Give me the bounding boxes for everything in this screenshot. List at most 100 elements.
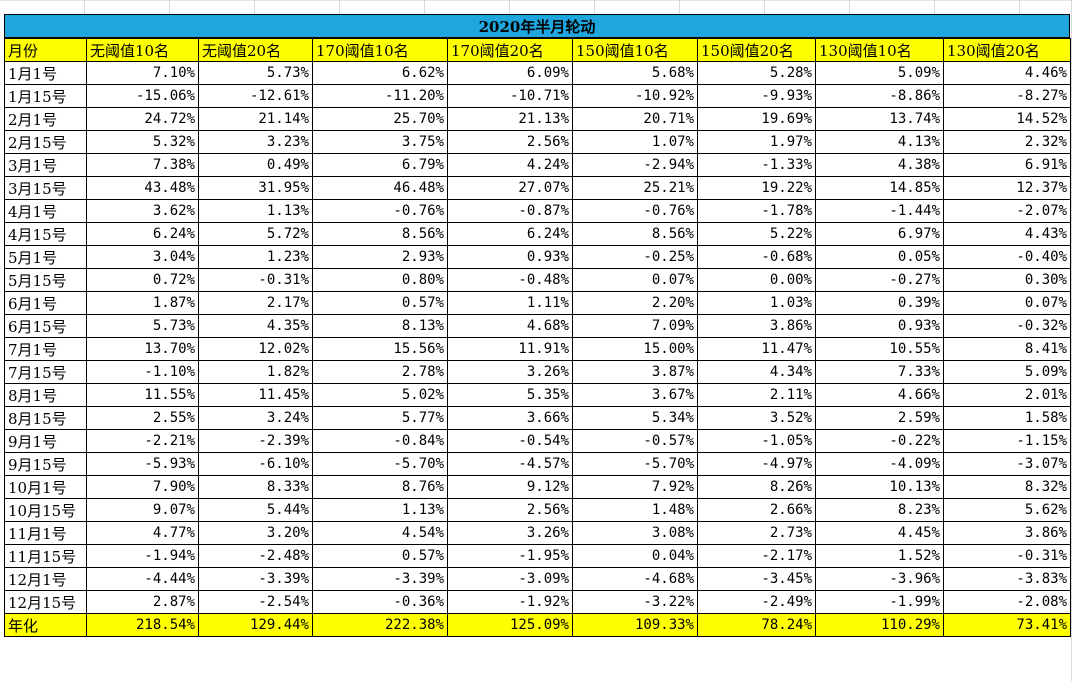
value-cell[interactable]: -4.09%: [815, 452, 944, 476]
value-cell[interactable]: 78.24%: [697, 613, 816, 637]
value-cell[interactable]: 1.48%: [572, 498, 698, 522]
value-cell[interactable]: 0.39%: [815, 291, 944, 315]
value-cell[interactable]: 6.62%: [312, 61, 448, 85]
value-cell[interactable]: 3.52%: [697, 406, 816, 430]
value-cell[interactable]: 3.62%: [86, 199, 199, 223]
value-cell[interactable]: 3.20%: [198, 521, 313, 545]
value-cell[interactable]: -15.06%: [86, 84, 199, 108]
value-cell[interactable]: -2.17%: [697, 544, 816, 568]
value-cell[interactable]: 1.13%: [198, 199, 313, 223]
value-cell[interactable]: 129.44%: [198, 613, 313, 637]
value-cell[interactable]: -11.20%: [312, 84, 448, 108]
value-cell[interactable]: 8.41%: [943, 337, 1071, 361]
value-cell[interactable]: 0.80%: [312, 268, 448, 292]
value-cell[interactable]: 0.07%: [572, 268, 698, 292]
value-cell[interactable]: 21.13%: [447, 107, 573, 131]
value-cell[interactable]: 13.74%: [815, 107, 944, 131]
value-cell[interactable]: 4.66%: [815, 383, 944, 407]
value-cell[interactable]: 3.86%: [943, 521, 1071, 545]
value-cell[interactable]: 25.21%: [572, 176, 698, 200]
value-cell[interactable]: 5.77%: [312, 406, 448, 430]
value-cell[interactable]: 218.54%: [86, 613, 199, 637]
row-label-cell[interactable]: 12月1号: [4, 567, 87, 591]
value-cell[interactable]: -0.48%: [447, 268, 573, 292]
value-cell[interactable]: 3.26%: [447, 360, 573, 384]
header-cell[interactable]: 170阈值20名: [447, 38, 573, 62]
sheet-title[interactable]: 2020年半月轮动: [4, 14, 1070, 38]
row-label-cell[interactable]: 11月15号: [4, 544, 87, 568]
value-cell[interactable]: -3.22%: [572, 590, 698, 614]
value-cell[interactable]: 5.72%: [198, 222, 313, 246]
value-cell[interactable]: 4.43%: [943, 222, 1071, 246]
row-label-cell[interactable]: 12月15号: [4, 590, 87, 614]
value-cell[interactable]: 24.72%: [86, 107, 199, 131]
value-cell[interactable]: -5.93%: [86, 452, 199, 476]
value-cell[interactable]: 2.20%: [572, 291, 698, 315]
value-cell[interactable]: 5.28%: [697, 61, 816, 85]
value-cell[interactable]: -6.10%: [198, 452, 313, 476]
value-cell[interactable]: 11.47%: [697, 337, 816, 361]
row-label-cell[interactable]: 3月15号: [4, 176, 87, 200]
value-cell[interactable]: 31.95%: [198, 176, 313, 200]
value-cell[interactable]: -4.44%: [86, 567, 199, 591]
value-cell[interactable]: 0.49%: [198, 153, 313, 177]
value-cell[interactable]: 4.38%: [815, 153, 944, 177]
value-cell[interactable]: 125.09%: [447, 613, 573, 637]
value-cell[interactable]: -0.76%: [572, 199, 698, 223]
value-cell[interactable]: 10.55%: [815, 337, 944, 361]
row-label-cell[interactable]: 5月15号: [4, 268, 87, 292]
value-cell[interactable]: -0.68%: [697, 245, 816, 269]
value-cell[interactable]: 5.09%: [943, 360, 1071, 384]
value-cell[interactable]: -4.57%: [447, 452, 573, 476]
value-cell[interactable]: -1.44%: [815, 199, 944, 223]
value-cell[interactable]: -1.94%: [86, 544, 199, 568]
row-label-cell[interactable]: 10月1号: [4, 475, 87, 499]
value-cell[interactable]: 2.55%: [86, 406, 199, 430]
value-cell[interactable]: 1.07%: [572, 130, 698, 154]
value-cell[interactable]: 4.68%: [447, 314, 573, 338]
value-cell[interactable]: 1.82%: [198, 360, 313, 384]
value-cell[interactable]: 14.52%: [943, 107, 1071, 131]
value-cell[interactable]: 109.33%: [572, 613, 698, 637]
value-cell[interactable]: -0.32%: [943, 314, 1071, 338]
row-label-cell[interactable]: 7月15号: [4, 360, 87, 384]
row-label-cell[interactable]: 9月15号: [4, 452, 87, 476]
header-cell-month[interactable]: 月份: [4, 38, 87, 62]
value-cell[interactable]: 7.92%: [572, 475, 698, 499]
value-cell[interactable]: 3.86%: [697, 314, 816, 338]
value-cell[interactable]: -0.22%: [815, 429, 944, 453]
value-cell[interactable]: 6.79%: [312, 153, 448, 177]
value-cell[interactable]: 2.73%: [697, 521, 816, 545]
row-label-cell[interactable]: 6月15号: [4, 314, 87, 338]
value-cell[interactable]: 8.76%: [312, 475, 448, 499]
row-label-cell[interactable]: 5月1号: [4, 245, 87, 269]
value-cell[interactable]: -2.39%: [198, 429, 313, 453]
value-cell[interactable]: 3.75%: [312, 130, 448, 154]
row-label-cell[interactable]: 3月1号: [4, 153, 87, 177]
value-cell[interactable]: 222.38%: [312, 613, 448, 637]
value-cell[interactable]: 7.33%: [815, 360, 944, 384]
value-cell[interactable]: -0.57%: [572, 429, 698, 453]
value-cell[interactable]: -0.31%: [943, 544, 1071, 568]
value-cell[interactable]: 1.58%: [943, 406, 1071, 430]
value-cell[interactable]: 5.09%: [815, 61, 944, 85]
value-cell[interactable]: 0.04%: [572, 544, 698, 568]
header-cell[interactable]: 130阈值10名: [815, 38, 944, 62]
value-cell[interactable]: 6.24%: [447, 222, 573, 246]
value-cell[interactable]: -2.07%: [943, 199, 1071, 223]
value-cell[interactable]: 12.37%: [943, 176, 1071, 200]
value-cell[interactable]: -9.93%: [697, 84, 816, 108]
row-label-cell[interactable]: 1月1号: [4, 61, 87, 85]
header-cell[interactable]: 130阈值20名: [943, 38, 1071, 62]
value-cell[interactable]: 1.97%: [697, 130, 816, 154]
value-cell[interactable]: -3.07%: [943, 452, 1071, 476]
value-cell[interactable]: 4.35%: [198, 314, 313, 338]
value-cell[interactable]: 0.30%: [943, 268, 1071, 292]
value-cell[interactable]: -1.15%: [943, 429, 1071, 453]
value-cell[interactable]: 5.68%: [572, 61, 698, 85]
value-cell[interactable]: 2.93%: [312, 245, 448, 269]
value-cell[interactable]: 9.12%: [447, 475, 573, 499]
value-cell[interactable]: 2.56%: [447, 130, 573, 154]
value-cell[interactable]: 5.35%: [447, 383, 573, 407]
value-cell[interactable]: 2.87%: [86, 590, 199, 614]
